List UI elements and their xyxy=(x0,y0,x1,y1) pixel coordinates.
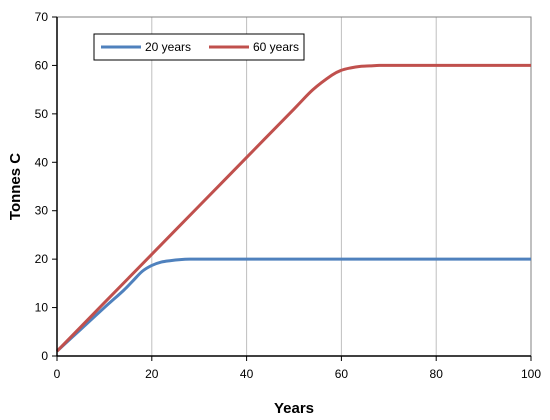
x-tick-label-20: 20 xyxy=(145,367,159,381)
legend-label-1: 60 years xyxy=(253,40,299,54)
x-axis-title: Years xyxy=(274,400,314,417)
y-tick-label-70: 70 xyxy=(35,10,49,24)
y-tick-label-60: 60 xyxy=(35,58,49,72)
x-tick-label-100: 100 xyxy=(521,367,541,381)
legend: 20 years 60 years xyxy=(93,33,305,61)
y-tick-label-20: 20 xyxy=(35,252,49,266)
plot-area-frame xyxy=(56,16,532,357)
axes xyxy=(52,16,532,361)
y-tick-label-30: 30 xyxy=(35,204,49,218)
tick-labels: 0 20 40 60 80 100 0 10 20 30 40 50 60 70 xyxy=(35,10,542,381)
y-tick-label-50: 50 xyxy=(35,107,49,121)
x-tick-label-60: 60 xyxy=(335,367,349,381)
y-tick-label-40: 40 xyxy=(35,155,49,169)
y-axis-title: Tonnes C xyxy=(7,153,24,220)
legend-label-0: 20 years xyxy=(145,40,191,54)
y-tick-label-10: 10 xyxy=(35,301,49,315)
series-line-1 xyxy=(55,63,531,353)
series-lines xyxy=(55,63,531,353)
y-tick-label-0: 0 xyxy=(41,349,48,363)
x-tick-label-0: 0 xyxy=(54,367,61,381)
gridlines xyxy=(151,17,532,356)
x-tick-label-80: 80 xyxy=(430,367,444,381)
x-tick-label-40: 40 xyxy=(240,367,254,381)
series-line-0 xyxy=(55,257,531,353)
